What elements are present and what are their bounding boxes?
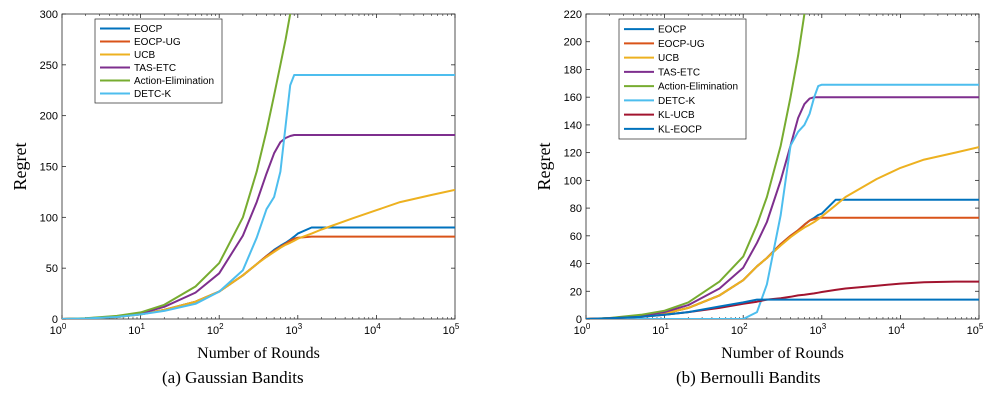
series-line-action-elimination [586, 14, 806, 319]
series-group [586, 14, 979, 319]
y-tick-label: 40 [570, 259, 582, 271]
y-tick-label: 300 [40, 9, 58, 21]
series-line-eocp-ug [62, 235, 455, 319]
chart-gaussian: 0 50 100 150 200 250 300 100 101 102 103 104 105 Numb… [10, 9, 460, 360]
y-tick-label: 100 [564, 175, 582, 187]
y-tick-label: 60 [570, 231, 582, 243]
y-tick-label: 100 [40, 212, 58, 224]
x-tick-label: 101 [128, 322, 145, 337]
y-tick-label: 140 [564, 120, 582, 132]
x-tick-label: 105 [967, 322, 984, 337]
y-tick-label: 50 [46, 263, 58, 275]
x-tick-label: 102 [731, 322, 748, 337]
y-tick-label: 120 [564, 148, 582, 160]
legend-label-tas-etc: TAS-ETC [658, 67, 700, 78]
x-axis-label: Number of Rounds [721, 345, 844, 360]
series-line-detc-k [586, 83, 979, 319]
y-tick-label: 200 [564, 37, 582, 49]
x-tick-label: 103 [285, 322, 302, 337]
x-axis-label: Number of Rounds [197, 345, 320, 360]
series-line-tas-etc [62, 134, 455, 319]
y-tick-label: 180 [564, 64, 582, 76]
series-line-tas-etc [586, 96, 979, 319]
axes-box [585, 13, 980, 320]
x-tick-label: 101 [652, 322, 669, 337]
x-tick-label: 105 [443, 322, 460, 337]
legend-label-action-elimination: Action-Elimination [658, 82, 738, 93]
chart-bernoulli: 0 20 40 60 80 100 120 140 160 180 200 220 100 101 102 1… [534, 9, 984, 360]
y-tick-label: 200 [40, 111, 58, 123]
legend-box [94, 18, 223, 104]
y-tick-label: 220 [564, 9, 582, 21]
series-line-kl-eocp [586, 298, 979, 319]
legend-label-detc-k: DETC-K [658, 96, 696, 107]
legend-label-detc-k: DETC-K [134, 89, 172, 100]
legend-label-tas-etc: TAS-ETC [134, 63, 176, 74]
series-line-detc-k [62, 74, 455, 319]
y-tick-label: 80 [570, 203, 582, 215]
series-line-action-elimination [62, 14, 292, 319]
caption-gaussian: (a) Gaussian Bandits [162, 368, 304, 387]
y-tick-label: 20 [570, 286, 582, 298]
y-axis-label: Regret [534, 143, 554, 191]
x-tick-label: 104 [364, 322, 381, 337]
series-line-ucb [62, 188, 455, 319]
y-tick-label: 250 [40, 60, 58, 72]
x-tick-label: 100 [50, 322, 67, 337]
x-tick-label: 102 [207, 322, 224, 337]
series-line-eocp [62, 226, 455, 319]
legend-label-ucb: UCB [658, 53, 679, 64]
series-line-eocp-ug [586, 216, 979, 319]
y-tick-label: 0 [576, 314, 582, 326]
y-tick-label: 160 [564, 92, 582, 104]
series-group [62, 14, 455, 319]
y-axis-label: Regret [10, 143, 30, 191]
legend-label-kl-ucb: KL-UCB [658, 110, 695, 121]
x-tick-label: 100 [574, 322, 591, 337]
caption-bernoulli: (b) Bernoulli Bandits [676, 368, 821, 387]
legend-label-eocp: EOCP [658, 25, 687, 36]
legend-label-kl-eocp: KL-EOCP [658, 124, 702, 135]
legend-label-ucb: UCB [134, 50, 155, 61]
series-line-ucb [586, 146, 979, 319]
y-tick-label: 0 [52, 314, 58, 326]
legend-label-action-elimination: Action-Elimination [134, 76, 214, 87]
x-tick-label: 103 [809, 322, 826, 337]
x-tick-label: 104 [888, 322, 905, 337]
legend-label-eocp-ug: EOCP-UG [134, 37, 181, 48]
legend-label-eocp-ug: EOCP-UG [658, 39, 705, 50]
y-tick-label: 150 [40, 162, 58, 174]
legend-box [618, 18, 747, 140]
legend-label-eocp: EOCP [134, 24, 163, 35]
